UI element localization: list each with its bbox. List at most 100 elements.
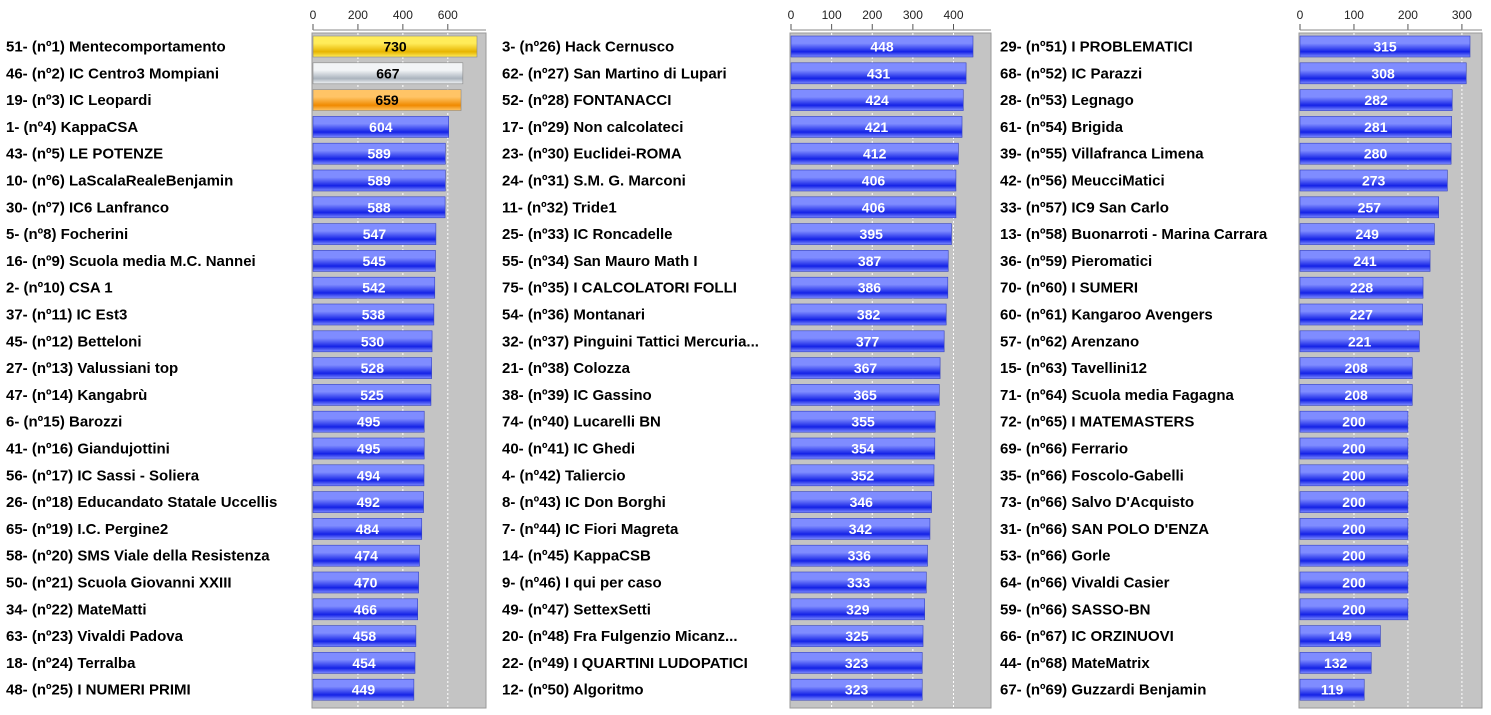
bar [312, 250, 436, 272]
category-label: 18- (nº24) Terralba [6, 655, 136, 672]
data-label: 412 [863, 146, 887, 162]
bar [312, 357, 432, 379]
category-label: 45- (nº12) Betteloni [6, 333, 142, 350]
data-label: 329 [846, 601, 870, 617]
bar [1299, 35, 1471, 58]
data-label: 367 [854, 360, 878, 376]
data-label: 200 [1342, 601, 1366, 617]
data-label: 323 [845, 655, 869, 671]
bar [1299, 518, 1409, 540]
x-tick-label: 200 [1398, 8, 1418, 22]
bar [790, 678, 923, 701]
data-label: 492 [357, 494, 381, 510]
data-label: 308 [1371, 65, 1395, 81]
bar [790, 410, 936, 433]
data-label: 365 [853, 387, 877, 403]
x-tick-label: 100 [1344, 8, 1364, 22]
bar [312, 62, 464, 85]
data-label: 474 [355, 548, 379, 564]
bar [1299, 89, 1453, 111]
data-label: 200 [1342, 494, 1366, 510]
data-label: 377 [856, 333, 880, 349]
bar [312, 625, 417, 647]
data-label: 528 [361, 360, 385, 376]
bar [1299, 250, 1431, 272]
data-label: 538 [362, 307, 386, 323]
bar [790, 598, 925, 621]
category-label: 58- (nº20) SMS Viale della Resistenza [6, 548, 270, 565]
category-label: 30- (nº7) IC6 Lanfranco [6, 199, 169, 216]
category-label: 36- (nº59) Pieromatici [1000, 253, 1152, 270]
bar [1299, 303, 1423, 326]
bar [790, 35, 974, 58]
bar [312, 276, 436, 299]
category-label: 73- (nº66) Salvo D'Acquisto [1000, 494, 1194, 511]
bar [312, 678, 415, 701]
category-label: 9- (nº46) I qui per caso [502, 575, 662, 592]
bar [1299, 437, 1409, 460]
bar [790, 518, 931, 540]
bar [1299, 544, 1409, 567]
category-label: 61- (nº54) Brigida [1000, 119, 1124, 136]
category-label: 20- (nº48) Fra Fulgenzio Micanz... [502, 628, 738, 645]
bar [790, 357, 941, 379]
category-label: 32- (nº37) Pinguini Tattici Mercuria... [502, 333, 759, 350]
x-tick-label: 400 [943, 8, 963, 22]
data-label: 281 [1364, 119, 1388, 135]
category-label: 27- (nº13) Valussiani top [6, 360, 178, 377]
bar [1299, 464, 1409, 487]
x-tick-label: 600 [438, 8, 458, 22]
category-label: 4- (nº42) Taliercio [502, 467, 626, 484]
data-label: 424 [865, 92, 889, 108]
bar [312, 35, 478, 58]
bar [1299, 652, 1372, 674]
category-label: 50- (nº21) Scuola Giovanni XXIII [6, 575, 232, 592]
data-label: 547 [363, 226, 387, 242]
category-label: 72- (nº65) I MATEMASTERS [1000, 414, 1194, 431]
x-tick-label: 300 [1452, 8, 1472, 22]
category-label: 42- (nº56) MeucciMatici [1000, 173, 1165, 190]
data-label: 730 [383, 39, 407, 55]
data-label: 458 [353, 628, 377, 644]
bar [312, 330, 433, 353]
bar [1299, 276, 1424, 299]
category-label: 28- (nº53) Legnago [1000, 92, 1134, 109]
data-label: 227 [1350, 307, 1374, 323]
category-label: 52- (nº28) FONTANACCI [502, 92, 671, 109]
bar [312, 437, 425, 460]
bar [1299, 491, 1409, 513]
category-label: 23- (nº30) Euclidei-ROMA [502, 146, 682, 163]
category-label: 75- (nº35) I CALCOLATORI FOLLI [502, 280, 737, 297]
data-label: 257 [1358, 199, 1382, 215]
data-label: 431 [867, 65, 891, 81]
bar [790, 652, 923, 674]
bar [312, 116, 449, 138]
x-tick-label: 0 [1297, 8, 1304, 22]
category-label: 64- (nº66) Vivaldi Casier [1000, 575, 1170, 592]
data-label: 355 [851, 414, 875, 430]
data-label: 542 [362, 280, 386, 296]
data-label: 315 [1373, 39, 1397, 55]
data-label: 495 [357, 441, 381, 457]
data-label: 667 [376, 65, 400, 81]
data-label: 280 [1364, 146, 1388, 162]
bar [1299, 223, 1435, 245]
bar [312, 303, 435, 326]
category-label: 35- (nº66) Foscolo-Gabelli [1000, 467, 1184, 484]
category-label: 26- (nº18) Educandato Statale Uccellis [6, 494, 277, 511]
bar [312, 544, 420, 567]
data-label: 200 [1342, 548, 1366, 564]
data-label: 200 [1342, 414, 1366, 430]
data-label: 249 [1356, 226, 1380, 242]
data-label: 354 [851, 441, 875, 457]
category-label: 46- (nº2) IC Centro3 Mompiani [6, 65, 219, 82]
category-label: 41- (nº16) Giandujottini [6, 441, 170, 458]
data-label: 132 [1324, 655, 1348, 671]
x-tick-label: 200 [862, 8, 882, 22]
data-label: 589 [367, 173, 391, 189]
category-label: 22- (nº49) I QUARTINI LUDOPATICI [502, 655, 748, 672]
category-label: 54- (nº36) Montanari [502, 307, 645, 324]
category-label: 5- (nº8) Focherini [6, 226, 128, 243]
x-tick-label: 400 [393, 8, 413, 22]
category-label: 17- (nº29) Non calcolateci [502, 119, 683, 136]
